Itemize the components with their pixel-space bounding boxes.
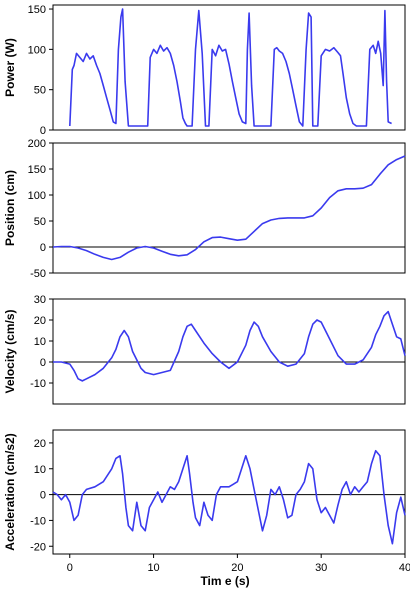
panel-frame [52, 142, 406, 274]
x-tick-label: 20 [231, 562, 243, 574]
x-tick-label: 0 [67, 562, 73, 574]
y-tick-label: -50 [30, 268, 46, 280]
y-tick-label: 20 [34, 438, 46, 450]
y-tick-label: 100 [28, 190, 46, 202]
data-line [52, 449, 406, 545]
y-axis-title: Position (cm) [3, 170, 17, 246]
y-tick-label: 0 [40, 125, 46, 137]
y-tick-label: 200 [28, 138, 46, 150]
y-tick-label: 30 [34, 294, 46, 306]
x-axis-ticks: 0 10 20 30 40 [67, 554, 410, 574]
y-tick-label: 150 [28, 4, 46, 16]
y-tick-label: 10 [34, 464, 46, 476]
panel-frame [52, 4, 406, 131]
y-tick-label: 0 [40, 357, 46, 369]
x-axis-title: Tim e (s) [200, 574, 249, 588]
y-tick-label: -10 [30, 515, 46, 527]
y-axis-title: Power (W) [3, 38, 17, 97]
y-tick-label: 50 [34, 85, 46, 97]
y-tick-label: -20 [30, 541, 46, 553]
data-line [52, 155, 406, 261]
y-axis-title: Velocity (cm/s) [3, 309, 17, 393]
x-tick-label: 30 [315, 562, 327, 574]
data-line [69, 8, 392, 127]
panel-frame [52, 298, 406, 405]
x-tick-label: 40 [399, 562, 410, 574]
panel-3: -10 0 10 20 30 Velocity (cm/s) [3, 294, 406, 405]
y-tick-label: 50 [34, 216, 46, 228]
y-tick-label: 20 [34, 315, 46, 327]
y-tick-label: 150 [28, 164, 46, 176]
panel-4: -20 -10 0 10 20 Acceleration (cm/s2) [3, 429, 406, 555]
panel-2: -50 0 50 100 150 200 Position (cm) [3, 138, 406, 280]
y-tick-label: 0 [40, 242, 46, 254]
y-tick-label: 10 [34, 336, 46, 348]
panel-1: 0 50 100 150 Power (W) [3, 4, 406, 137]
y-axis-title: Acceleration (cm/s2) [3, 433, 17, 550]
y-tick-label: 100 [28, 44, 46, 56]
data-line [53, 310, 406, 382]
y-tick-label: -10 [30, 378, 46, 390]
y-tick-label: 0 [40, 490, 46, 502]
x-tick-label: 10 [147, 562, 159, 574]
